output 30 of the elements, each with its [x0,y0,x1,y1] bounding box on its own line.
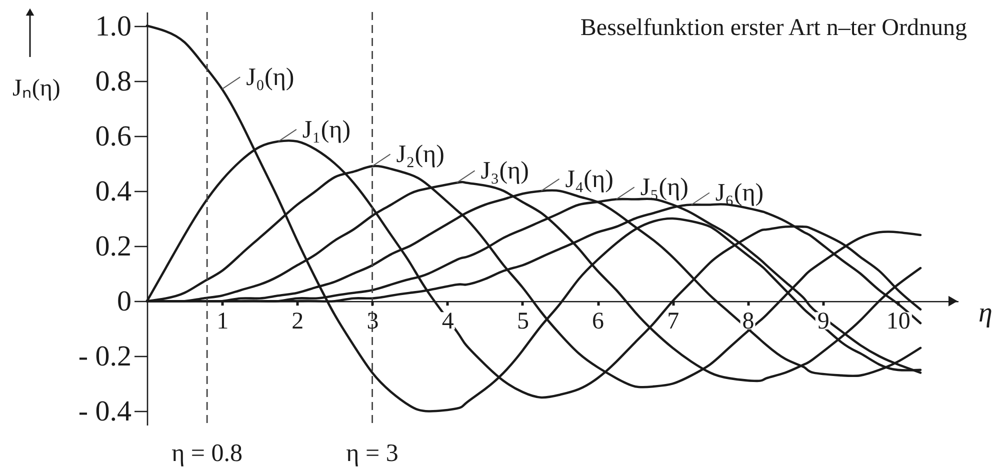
y-tick-label: 0.8 [95,65,132,98]
x-tick-label: 1 [216,308,229,335]
x-axis-title: η [978,298,992,329]
x-tick-label: 5 [516,308,529,335]
y-tick-label: - 0.2 [78,340,132,373]
series-label: J₅(η) [640,174,688,202]
y-tick-label: 1.0 [95,10,132,42]
series-label: J₆(η) [715,180,764,207]
ref-line-label: η = 3 [346,440,398,467]
series-label: J₄(η) [565,166,614,193]
series-label: J₃(η) [480,158,529,185]
x-tick-label: 7 [667,308,680,335]
x-tick-label: 4 [442,308,454,335]
series-label: J₂(η) [396,141,444,168]
x-tick-label: 3 [366,308,379,335]
y-axis-title: Jₙ(η) [12,76,60,102]
series-label: J₁(η) [302,116,351,144]
x-tick-label: 2 [292,308,304,335]
y-tick-label: 0.2 [95,230,132,263]
x-tick-label: 6 [592,308,604,335]
x-tick-label: 10 [886,308,910,335]
y-tick-label: 0.6 [95,120,132,152]
x-tick-label: 9 [817,308,830,335]
y-tick-label: - 0.4 [78,396,132,428]
x-tick-label: 8 [742,308,754,335]
y-tick-label: 0.4 [95,175,132,208]
ref-line-label: η = 0.8 [172,440,243,467]
series-label: J₀(η) [246,64,294,92]
chart-title: Besselfunktion erster Art n–ter Ordnung [580,15,967,41]
y-tick-label: 0 [117,286,132,318]
